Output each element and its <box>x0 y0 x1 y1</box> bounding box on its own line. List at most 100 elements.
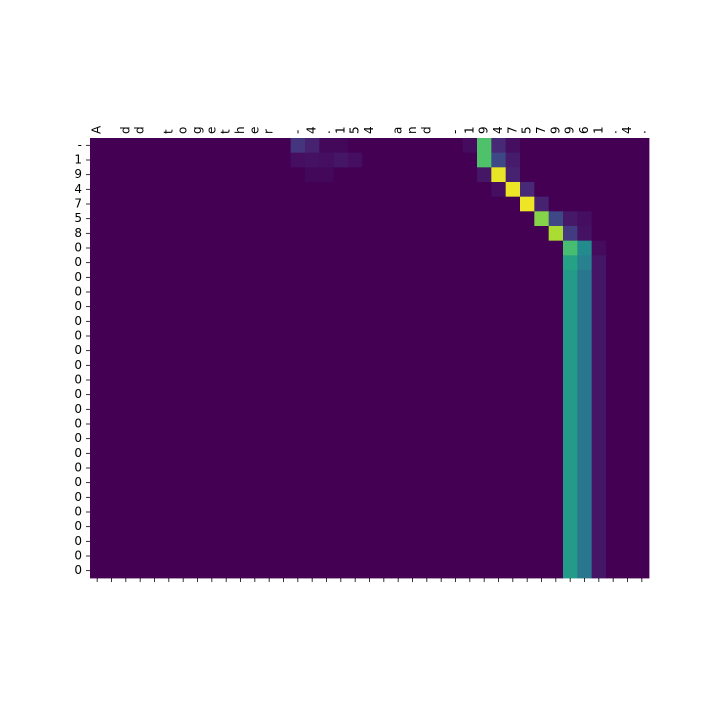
heatmap-cell <box>477 167 492 183</box>
heatmap-cell <box>448 240 464 256</box>
heatmap-cell <box>477 226 492 242</box>
heatmap-cell <box>219 548 234 564</box>
heatmap-cell <box>333 504 349 520</box>
heatmap-cell <box>161 167 177 183</box>
heatmap-cell <box>405 167 421 183</box>
heatmap-cell <box>419 167 435 183</box>
heatmap-cell <box>90 431 105 447</box>
heatmap-cell <box>348 226 363 242</box>
heatmap-cell <box>104 387 120 403</box>
heatmap-cell <box>319 402 335 418</box>
heatmap-cell <box>563 416 578 432</box>
heatmap-cell <box>133 504 148 520</box>
heatmap-cell <box>477 475 492 491</box>
heatmap-cell <box>405 299 421 315</box>
heatmap-cell <box>90 211 105 227</box>
heatmap-cell <box>176 211 191 227</box>
heatmap-cell <box>190 548 206 564</box>
heatmap-cell <box>204 270 220 286</box>
heatmap-cell <box>176 299 191 315</box>
heatmap-cell <box>333 372 349 388</box>
heatmap-cell <box>190 314 206 330</box>
heatmap-cell <box>376 475 392 491</box>
heatmap-cell <box>448 490 464 506</box>
heatmap-cell <box>405 460 421 476</box>
heatmap-cell <box>90 402 105 418</box>
heatmap-cell <box>405 284 421 300</box>
heatmap-cell <box>90 299 105 315</box>
heatmap-cell <box>520 255 535 271</box>
heatmap-cell <box>462 460 478 476</box>
heatmap-cell <box>577 475 593 491</box>
heatmap-cell <box>391 226 406 242</box>
heatmap-cell <box>118 299 134 315</box>
heatmap-cell <box>491 328 507 344</box>
heatmap-cell <box>233 255 249 271</box>
heatmap-cell <box>563 460 578 476</box>
heatmap-cell <box>520 343 535 359</box>
heatmap-cell <box>362 460 378 476</box>
heatmap-cell <box>348 167 363 183</box>
heatmap-cell <box>247 446 263 462</box>
heatmap-cell <box>133 534 148 550</box>
heatmap-cell <box>606 328 621 344</box>
heatmap-cell <box>118 446 134 462</box>
heatmap-cell <box>118 182 134 198</box>
heatmap-cell <box>391 431 406 447</box>
heatmap-cell <box>204 519 220 535</box>
heatmap-cell <box>204 358 220 374</box>
heatmap-cell <box>319 182 335 198</box>
heatmap-cell <box>591 534 607 550</box>
heatmap-cell <box>591 196 607 212</box>
heatmap-cell <box>262 402 277 418</box>
heatmap-cell <box>90 226 105 242</box>
heatmap-cell <box>176 431 191 447</box>
heatmap-cell <box>634 314 650 330</box>
heatmap-cell <box>577 416 593 432</box>
heatmap-cell <box>477 534 492 550</box>
heatmap-cell <box>534 196 550 212</box>
heatmap-cell <box>118 211 134 227</box>
heatmap-cell <box>419 299 435 315</box>
heatmap-cell <box>563 358 578 374</box>
y-tick-label: 0 <box>74 314 82 328</box>
heatmap-cell <box>219 534 234 550</box>
heatmap-cell <box>362 152 378 168</box>
heatmap-cell <box>161 299 177 315</box>
heatmap-cell <box>376 255 392 271</box>
heatmap-cell <box>262 343 277 359</box>
heatmap-cell <box>534 138 550 154</box>
heatmap-cell <box>118 167 134 183</box>
heatmap-cell <box>190 358 206 374</box>
heatmap-cell <box>147 314 163 330</box>
heatmap-cell <box>362 475 378 491</box>
y-tick-label: 5 <box>74 211 82 225</box>
heatmap-cell <box>606 211 621 227</box>
heatmap-cell <box>405 226 421 242</box>
x-tick-label: 9 <box>563 126 577 134</box>
heatmap-cell <box>219 270 234 286</box>
heatmap-cell <box>190 534 206 550</box>
heatmap-cell <box>190 167 206 183</box>
heatmap-cell <box>419 196 435 212</box>
heatmap-cell <box>176 416 191 432</box>
heatmap-cell <box>376 519 392 535</box>
heatmap-cell <box>290 196 306 212</box>
heatmap-cell <box>176 534 191 550</box>
heatmap-cell <box>376 182 392 198</box>
heatmap-cell <box>176 284 191 300</box>
heatmap-cell <box>591 387 607 403</box>
heatmap-cell <box>448 431 464 447</box>
heatmap-cell <box>462 240 478 256</box>
heatmap-cell <box>548 328 564 344</box>
heatmap-cell <box>391 563 406 579</box>
y-tick-label: 0 <box>74 490 82 504</box>
heatmap-cell <box>276 563 292 579</box>
heatmap-cell <box>434 460 449 476</box>
heatmap-cell <box>176 328 191 344</box>
heatmap-cell <box>620 504 636 520</box>
heatmap-cell <box>247 431 263 447</box>
heatmap-cell <box>462 182 478 198</box>
heatmap-cell <box>563 431 578 447</box>
heatmap-cell <box>204 328 220 344</box>
